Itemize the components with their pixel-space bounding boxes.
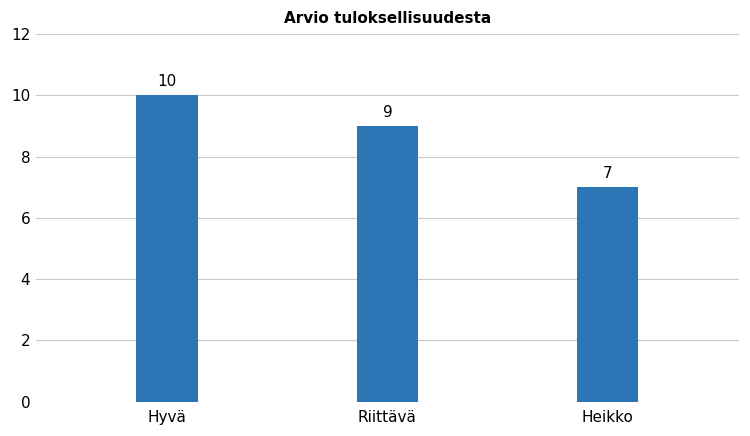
Text: 10: 10: [158, 74, 177, 89]
Bar: [577, 187, 638, 402]
Bar: [136, 95, 198, 402]
Text: 9: 9: [382, 105, 392, 120]
Title: Arvio tuloksellisuudesta: Arvio tuloksellisuudesta: [284, 11, 491, 26]
Text: 7: 7: [603, 166, 613, 181]
Bar: [356, 126, 419, 402]
